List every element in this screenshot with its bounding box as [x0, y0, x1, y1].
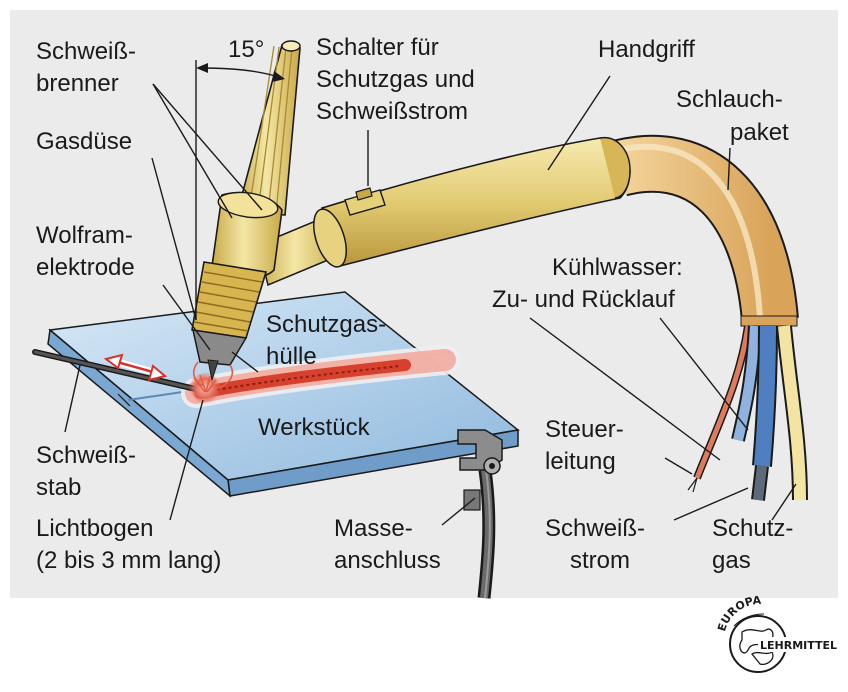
label-wolfram-1: Wolfram-	[36, 222, 133, 249]
label-werkstueck: Werkstück	[258, 414, 371, 441]
hose-package	[612, 134, 808, 501]
label-gasduese: Gasdüse	[36, 128, 132, 155]
europa-lehrmittel-logo: EUROPA LEHRMITTEL	[715, 594, 837, 673]
label-wolfram-2: elektrode	[36, 254, 135, 281]
label-lichtbogen-2: (2 bis 3 mm lang)	[36, 547, 221, 574]
label-schlauchpaket-1: Schlauch-	[676, 86, 783, 113]
weld-bead	[181, 345, 460, 408]
label-schalter-1: Schalter für	[316, 34, 439, 61]
label-schutzgashuelle-1: Schutzgas-	[266, 311, 386, 338]
label-schweissstrom-1: Schweiß-	[545, 515, 645, 542]
label-kuehlwasser-1: Kühlwasser:	[552, 254, 683, 281]
label-schalter-2: Schutzgas und	[316, 66, 475, 93]
label-schweissbrenner-2: brenner	[36, 70, 119, 97]
logo-text-bottom: LEHRMITTEL	[760, 639, 837, 652]
torch-handle	[257, 137, 631, 287]
leader-lines	[64, 75, 797, 526]
label-schutzgas-1: Schutz-	[712, 515, 793, 542]
label-steuerleitung-2: leitung	[545, 448, 616, 475]
ground-clamp	[457, 429, 503, 599]
label-kuehlwasser-2: Zu- und Rücklauf	[492, 286, 675, 313]
angle-label: 15°	[228, 36, 264, 63]
arc-glow	[189, 372, 221, 404]
label-schweissstab-2: stab	[36, 474, 81, 501]
label-handgriff: Handgriff	[598, 36, 695, 63]
label-lichtbogen-1: Lichtbogen	[36, 515, 153, 542]
label-schweissbrenner-1: Schweiß-	[36, 38, 136, 65]
labels: 15° Schweiß- brenner Schalter für Schutz…	[36, 34, 793, 574]
movement-arrow-icon	[103, 353, 168, 382]
diagram-background	[10, 10, 838, 598]
label-schlauchpaket-2: paket	[730, 119, 789, 146]
torch-head	[191, 40, 301, 389]
label-steuerleitung-1: Steuer-	[545, 416, 624, 443]
label-schweissstab-1: Schweiß-	[36, 442, 136, 469]
label-masseanschluss-2: anschluss	[334, 547, 441, 574]
label-schutzgas-2: gas	[712, 547, 751, 574]
label-schweissstrom-2: strom	[570, 547, 630, 574]
label-masseanschluss-1: Masse-	[334, 515, 413, 542]
angle-indicator	[195, 60, 285, 320]
welding-rod	[32, 349, 203, 393]
label-schalter-3: Schweißstrom	[316, 98, 468, 125]
label-schutzgashuelle-2: hülle	[266, 343, 317, 370]
